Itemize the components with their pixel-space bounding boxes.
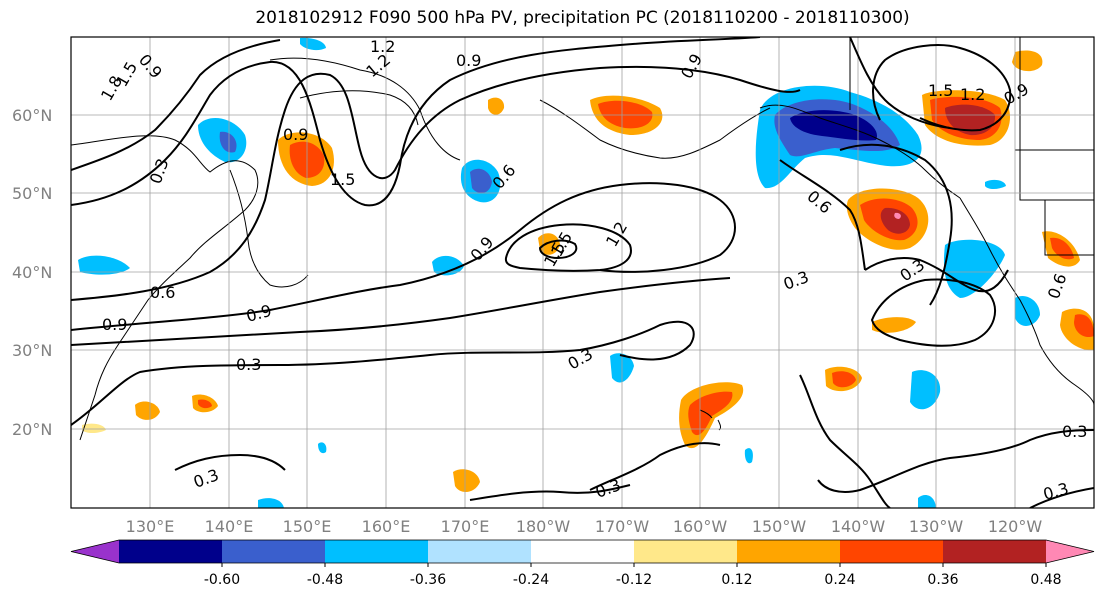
colorbar-segment	[222, 540, 326, 563]
lon-label: 150°E	[283, 517, 332, 536]
contour-label: 0.3	[1062, 422, 1087, 441]
colorbar-tick-label: 0.48	[1030, 572, 1061, 588]
lon-label: 130°W	[909, 517, 964, 536]
colorbar: -0.60 -0.48 -0.36 -0.24 -0.12 0.12 0.24 0.36 0.4…	[70, 539, 1095, 588]
lat-label: 40°N	[12, 263, 52, 282]
lon-label: 160°E	[362, 517, 411, 536]
contour-label: 0.9	[283, 125, 308, 144]
lon-label: 140°E	[205, 517, 254, 536]
contour-label: 0.3	[236, 355, 261, 374]
pv-contours	[71, 37, 1094, 508]
longitude-labels: 130°E 140°E 150°E 160°E 170°E 180°W 170°…	[126, 517, 1043, 536]
colorbar-tick-label: 0.12	[721, 572, 752, 588]
lon-label: 170°W	[595, 517, 650, 536]
lon-label: 180°W	[516, 517, 571, 536]
lat-label: 50°N	[12, 184, 52, 203]
colorbar-tick-label: 0.36	[927, 572, 958, 588]
lon-label: 160°W	[673, 517, 728, 536]
lon-label: 150°W	[752, 517, 807, 536]
colorbar-segment	[943, 540, 1047, 563]
contour-label: 0.9	[102, 315, 127, 334]
contour-label: 1.2	[960, 85, 985, 104]
contour-label: 1.5	[928, 81, 953, 100]
contour-label: 0.6	[150, 283, 175, 302]
colorbar-tick-label: 0.24	[824, 572, 855, 588]
latitude-labels: 60°N 50°N 40°N 30°N 20°N	[12, 106, 52, 439]
lat-label: 30°N	[12, 341, 52, 360]
lat-label: 20°N	[12, 420, 52, 439]
lat-label: 60°N	[12, 106, 52, 125]
precip-shading	[78, 37, 1094, 508]
colorbar-segment	[428, 540, 532, 563]
lon-label: 170°E	[441, 517, 490, 536]
colorbar-tick-label: -0.60	[204, 572, 240, 588]
colorbar-extend-low	[71, 540, 119, 563]
map-title: 2018102912 F090 500 hPa PV, precipitatio…	[255, 8, 910, 28]
colorbar-segment	[531, 540, 635, 563]
colorbar-tick-label: -0.48	[307, 572, 343, 588]
colorbar-segment	[325, 540, 429, 563]
colorbar-tick-label: -0.12	[616, 572, 652, 588]
map-panel: 0.9 1.8 1.5 1.2 1.5 1.2 0.9 0.9 1.5 1.2 …	[70, 36, 1095, 509]
colorbar-segment	[737, 540, 841, 563]
colorbar-tick-label: -0.36	[410, 572, 446, 588]
contour-label: 1.5	[330, 170, 355, 189]
colorbar-extend-high	[1046, 540, 1094, 563]
lon-label: 120°W	[988, 517, 1043, 536]
lon-label: 140°W	[831, 517, 886, 536]
colorbar-segment	[119, 540, 223, 563]
colorbar-segment	[840, 540, 944, 563]
lon-label: 130°E	[126, 517, 175, 536]
colorbar-segment	[634, 540, 738, 563]
contour-label: 1.2	[370, 37, 395, 56]
contour-label: 0.9	[456, 51, 481, 70]
coastlines	[71, 37, 1094, 441]
colorbar-tick-label: -0.24	[513, 572, 549, 588]
